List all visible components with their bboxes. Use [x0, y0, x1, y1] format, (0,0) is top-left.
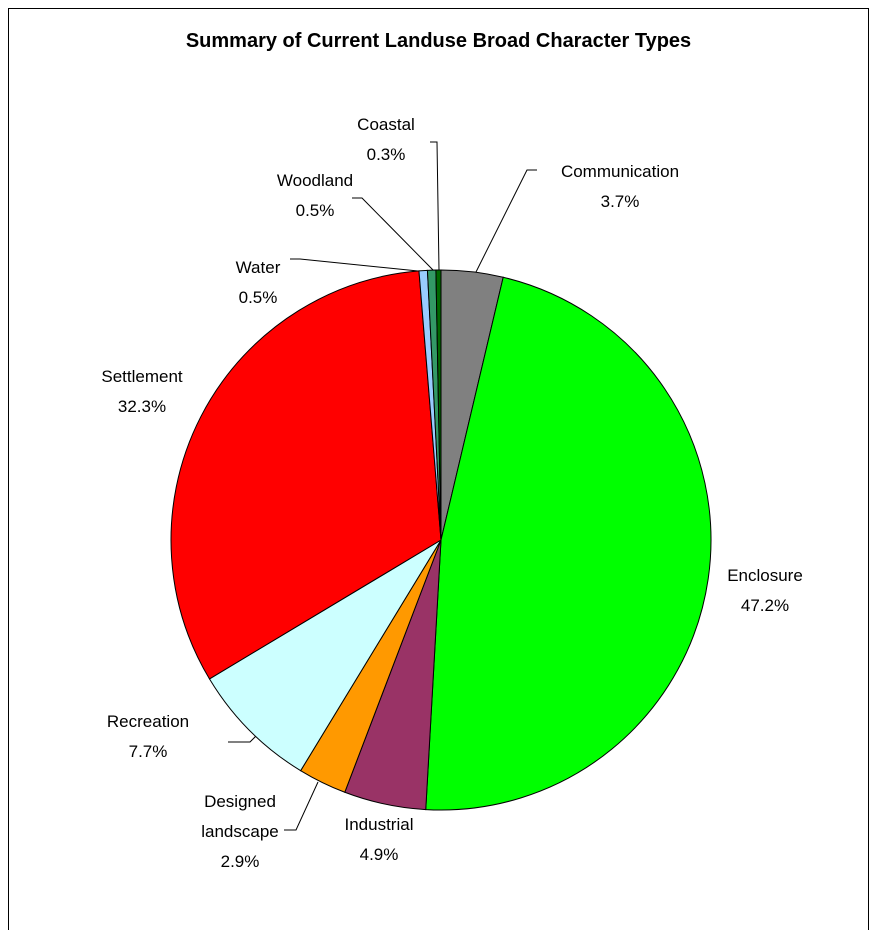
- label-name: Communication: [560, 162, 680, 181]
- data-label: Woodland 0.5%: [255, 166, 375, 226]
- data-label: Recreation 7.7%: [88, 707, 208, 767]
- data-label: Settlement 32.3%: [82, 362, 202, 422]
- label-name: Industrial: [344, 815, 414, 834]
- label-value: 4.9%: [359, 845, 399, 864]
- pie-slice: [208, 539, 442, 772]
- label-value: 0.5%: [238, 288, 278, 307]
- data-label: Communication 3.7%: [520, 157, 720, 217]
- label-value: 47.2%: [740, 596, 790, 615]
- chart-title: Summary of Current Landuse Broad Charact…: [185, 30, 692, 52]
- label-name: Enclosure: [727, 566, 803, 585]
- pie-slice: [435, 269, 442, 541]
- label-name: Coastal: [357, 115, 415, 134]
- leader-line: [352, 197, 435, 272]
- leader-line: [284, 781, 319, 831]
- label-name: Designed landscape: [201, 792, 279, 841]
- leader-lines: [228, 141, 537, 831]
- label-value: 3.7%: [600, 192, 640, 211]
- label-name: Woodland: [276, 171, 354, 190]
- data-label: Enclosure 47.2%: [705, 561, 825, 621]
- label-value: 0.3%: [366, 145, 406, 164]
- label-value: 0.5%: [295, 201, 335, 220]
- label-name: Water: [235, 258, 281, 277]
- label-name: Settlement: [101, 367, 183, 386]
- data-label: Designed landscape 2.9%: [190, 787, 290, 877]
- data-label: Coastal 0.3%: [326, 110, 446, 170]
- label-value: 2.9%: [220, 852, 260, 871]
- chart-frame: [8, 8, 869, 930]
- pie-slice: [170, 270, 442, 680]
- label-value: 32.3%: [117, 397, 167, 416]
- leader-line: [473, 169, 537, 277]
- label-name: Recreation: [106, 712, 190, 731]
- leader-line: [430, 141, 440, 271]
- pie-slice: [425, 276, 712, 811]
- data-label: Industrial 4.9%: [319, 810, 439, 870]
- label-value: 7.7%: [128, 742, 168, 761]
- leader-line: [290, 258, 429, 273]
- data-label: Water 0.5%: [198, 253, 318, 313]
